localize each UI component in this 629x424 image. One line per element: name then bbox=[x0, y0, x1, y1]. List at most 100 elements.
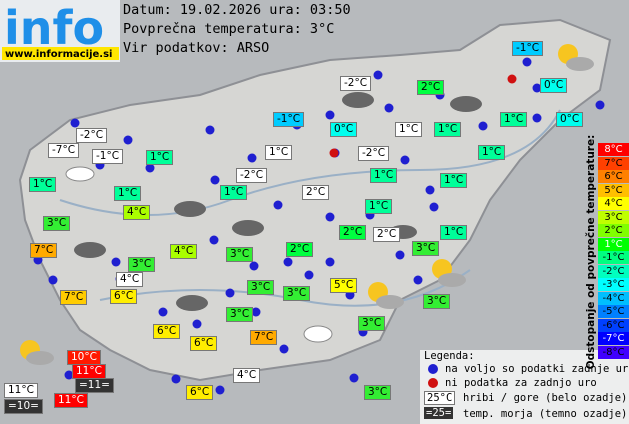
station-dot bbox=[251, 307, 261, 317]
station-temp: 2°C bbox=[286, 242, 314, 257]
scale-item: -3°C bbox=[598, 278, 629, 291]
scale-title: Odstopanje od povprečne temperature: bbox=[585, 135, 597, 370]
station-temp: 1°C bbox=[265, 145, 293, 160]
station-temp: 4°C bbox=[170, 244, 198, 259]
station-temp: 3°C bbox=[358, 316, 386, 331]
station-dot bbox=[64, 370, 74, 380]
station-temp: 7°C bbox=[30, 243, 58, 258]
station-dot bbox=[429, 202, 439, 212]
station-dot bbox=[400, 155, 410, 165]
station-temp: -1°C bbox=[273, 112, 305, 127]
station-dot bbox=[158, 307, 168, 317]
legend-text: hribi / gore (belo ozadje) bbox=[463, 392, 628, 404]
station-dot bbox=[225, 288, 235, 298]
scale-item: -7°C bbox=[598, 332, 629, 345]
legend-hill-sample: 25°C bbox=[424, 391, 456, 405]
station-dot bbox=[478, 121, 488, 131]
legend-text: ni podatka za zadnjo uro bbox=[445, 377, 597, 389]
station-dot bbox=[532, 113, 542, 123]
legend-text: na voljo so podatki zadnje ure bbox=[445, 363, 629, 375]
scale-item: -4°C bbox=[598, 291, 629, 305]
station-dot-missing bbox=[507, 74, 517, 84]
station-temp: 2°C bbox=[373, 227, 401, 242]
clouds bbox=[74, 92, 482, 311]
legend-red-dot bbox=[428, 378, 438, 388]
station-dot bbox=[171, 374, 181, 384]
station-temp: 2°C bbox=[417, 80, 445, 95]
station-temp: =11= bbox=[75, 378, 114, 393]
station-temp: -2°C bbox=[76, 128, 108, 143]
station-temp: 1°C bbox=[146, 150, 174, 165]
logo-url: www.informacije.si bbox=[5, 49, 113, 60]
station-temp: -1°C bbox=[92, 149, 124, 164]
station-temp: 1°C bbox=[29, 177, 57, 192]
station-temp: 10°C bbox=[67, 350, 101, 365]
scale-item: 8°C bbox=[598, 143, 629, 156]
station-dot bbox=[395, 250, 405, 260]
scale-item: 5°C bbox=[598, 183, 629, 197]
scale-item: 6°C bbox=[598, 170, 629, 183]
station-temp: -2°C bbox=[358, 146, 390, 161]
scale-item: 4°C bbox=[598, 197, 629, 210]
avg-temp: Povprečna temperatura: 3°C bbox=[123, 21, 335, 37]
station-dot bbox=[48, 275, 58, 285]
station-dot bbox=[384, 103, 394, 113]
station-temp: 1°C bbox=[365, 199, 393, 214]
station-temp: 3°C bbox=[247, 280, 275, 295]
station-temp: 11°C bbox=[54, 393, 88, 408]
scale-item: -6°C bbox=[598, 318, 629, 332]
station-temp: 3°C bbox=[423, 294, 451, 309]
station-dot bbox=[249, 261, 259, 271]
station-temp: -2°C bbox=[236, 168, 268, 183]
station-temp: 7°C bbox=[250, 330, 278, 345]
station-dot bbox=[279, 344, 289, 354]
station-dot bbox=[325, 257, 335, 267]
station-temp: 1°C bbox=[440, 225, 468, 240]
station-dot bbox=[70, 118, 80, 128]
station-temp: 3°C bbox=[283, 286, 311, 301]
station-temp: 7°C bbox=[60, 290, 88, 305]
station-dot-missing bbox=[329, 148, 339, 158]
station-temp: 0°C bbox=[330, 122, 358, 137]
scale-item: 3°C bbox=[598, 210, 629, 224]
date: Datum: 19.02.2026 ura: 03:50 bbox=[123, 2, 351, 18]
station-dot bbox=[595, 100, 605, 110]
station-dot bbox=[325, 110, 335, 120]
station-dot bbox=[247, 153, 257, 163]
station-dot bbox=[304, 270, 314, 280]
station-temp: 5°C bbox=[330, 278, 358, 293]
station-dot bbox=[349, 373, 359, 383]
station-temp: 1°C bbox=[434, 122, 462, 137]
station-dot bbox=[283, 257, 293, 267]
station-temp: 11°C bbox=[72, 364, 106, 379]
station-dot bbox=[273, 200, 283, 210]
station-temp: 3°C bbox=[412, 241, 440, 256]
station-temp: 0°C bbox=[540, 78, 568, 93]
scale-item: 2°C bbox=[598, 224, 629, 237]
source: Vir podatkov: ARSO bbox=[123, 40, 270, 56]
station-temp: 4°C bbox=[123, 205, 151, 220]
station-dot bbox=[373, 70, 383, 80]
station-temp: =10= bbox=[4, 399, 43, 414]
station-temp: 3°C bbox=[128, 257, 156, 272]
scale-item: 7°C bbox=[598, 156, 629, 170]
station-temp: 3°C bbox=[43, 216, 71, 231]
station-temp: 11°C bbox=[4, 383, 38, 398]
station-temp: -1°C bbox=[512, 41, 544, 56]
scale-item: -8°C bbox=[598, 345, 629, 359]
station-temp: 6°C bbox=[110, 289, 138, 304]
station-temp: 6°C bbox=[153, 324, 181, 339]
station-temp: 3°C bbox=[226, 307, 254, 322]
station-dot bbox=[123, 135, 133, 145]
station-dot bbox=[145, 163, 155, 173]
scale-item: 1°C bbox=[598, 237, 629, 251]
station-temp: 1°C bbox=[395, 122, 423, 137]
station-dot bbox=[111, 257, 121, 267]
station-dot bbox=[522, 57, 532, 67]
station-temp: 1°C bbox=[114, 186, 142, 201]
station-dot bbox=[425, 185, 435, 195]
station-temp: 6°C bbox=[186, 385, 214, 400]
station-temp: 2°C bbox=[339, 225, 367, 240]
